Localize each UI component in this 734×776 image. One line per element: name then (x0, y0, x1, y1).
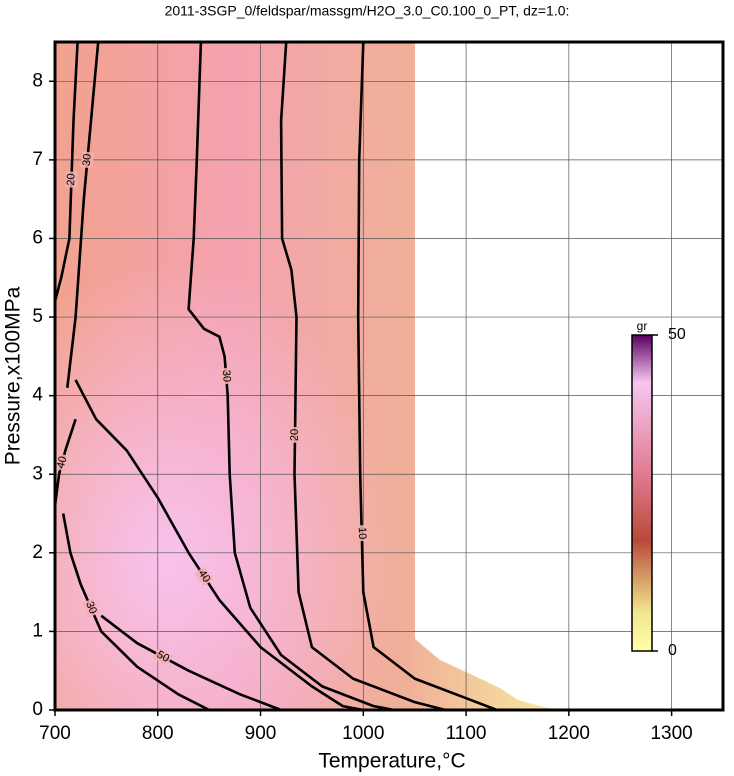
contour-label: 20 (289, 429, 301, 441)
y-tick-label: 7 (32, 149, 43, 170)
contour-line (61, 513, 210, 712)
y-tick-label: 0 (32, 699, 43, 720)
y-tick-label: 8 (32, 70, 43, 91)
y-tick-label: 2 (32, 542, 43, 563)
contour-label: 40 (196, 568, 213, 585)
x-tick-label: 1000 (342, 723, 384, 744)
contour-label: 50 (155, 649, 171, 665)
colorbar-label: gr (637, 319, 648, 333)
x-axis-label: Temperature,°C (318, 750, 465, 773)
plot-frame (53, 40, 725, 712)
x-tick-label: 700 (39, 723, 71, 744)
contour-label: 20 (65, 173, 77, 186)
contour-line (100, 614, 282, 712)
y-tick-label: 4 (32, 385, 43, 406)
contour-label: 30 (220, 369, 233, 382)
contour-label-group: 20 (288, 426, 302, 444)
contour-label-bg (219, 367, 233, 385)
color-field (55, 42, 560, 710)
colorbar (631, 334, 653, 652)
contour-label: 40 (55, 455, 70, 470)
contour-label-bg (355, 525, 368, 542)
y-axis-label: Pressure,x100MPa (2, 286, 25, 465)
colorbar-tick-label: 50 (668, 326, 686, 343)
contour-label-group: 40 (194, 566, 214, 587)
x-tick-label: 800 (142, 723, 174, 744)
contour-label-bg (194, 566, 214, 587)
contour-label: 30 (81, 153, 94, 166)
contour-label-bg (65, 171, 78, 188)
contour-line (53, 41, 79, 302)
contour-label-group: 30 (219, 367, 233, 385)
y-tick-label: 6 (32, 227, 43, 248)
y-tick-label: 1 (32, 620, 43, 641)
y-tick-label: 3 (32, 463, 43, 484)
contour-label-bg (80, 151, 95, 169)
contour-label-group: 20 (65, 171, 78, 188)
contour-label-bg (82, 598, 100, 618)
contour-label-bg (288, 426, 302, 444)
contour-label-bg (153, 647, 173, 667)
contour-label-group: 50 (153, 647, 173, 667)
contour-line (66, 41, 100, 388)
x-tick-label: 1200 (548, 723, 590, 744)
colorbar-tick-label: 0 (668, 642, 677, 659)
contour-label: 30 (83, 600, 99, 616)
contour-label-group: 30 (82, 598, 100, 618)
contour-label-group: 30 (80, 151, 95, 169)
chart-title: 2011-3SGP_0/feldspar/massgm/H2O_3.0_C0.1… (165, 3, 570, 19)
contour-label-bg (54, 453, 71, 472)
x-tick-label: 1100 (446, 723, 487, 744)
contour-line (187, 41, 395, 712)
contour-label: 10 (356, 527, 368, 540)
contour-label-group: 40 (54, 453, 71, 472)
contour-label-group: 10 (355, 525, 368, 542)
y-tick-label: 5 (32, 306, 43, 327)
x-tick-label: 1300 (650, 723, 692, 744)
x-tick-label: 900 (245, 723, 277, 744)
